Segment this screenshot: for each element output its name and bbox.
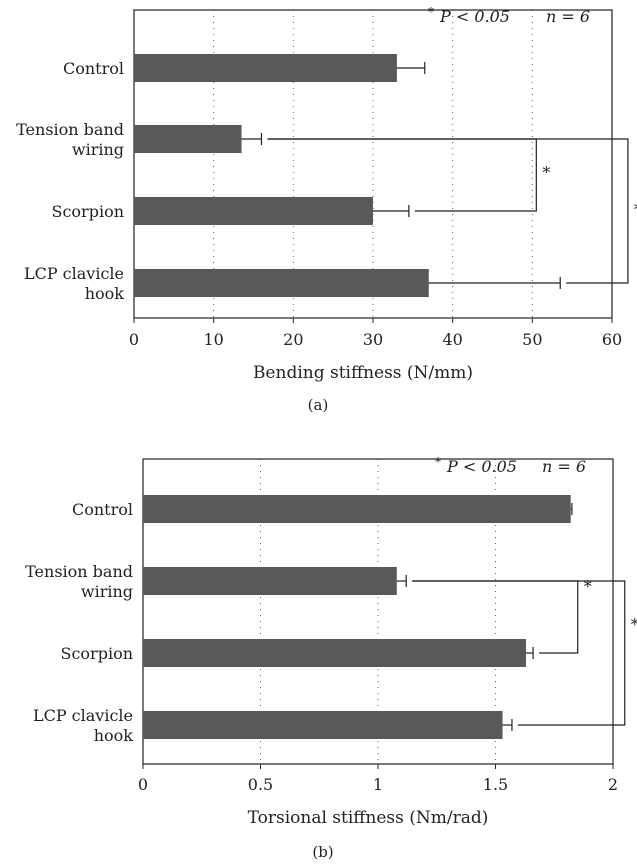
x-tick-label: 0.5 [248,775,273,794]
bar [143,567,397,595]
significance-bracket [267,138,629,284]
x-tick-label: 1 [373,775,383,794]
significance-star: * [542,163,550,182]
category-label: Control [72,500,133,519]
x-tick-label: 10 [203,330,223,349]
significance-star: * [631,615,637,634]
x-tick-label: 0 [138,775,148,794]
x-tick-label: 50 [522,330,542,349]
panel-label: (a) [308,396,329,414]
bar [143,711,503,739]
bar [134,197,373,225]
chart-panel-b: 0 0.5 1 1.5 2 Torsional stiffness (Nm/rad) (b)… [25,455,637,861]
x-tick-label: 40 [442,330,462,349]
x-tick-label: 60 [602,330,622,349]
significance-star: * [634,200,637,219]
annotation-n: n = 6 [546,7,590,26]
annotation-p-value: P < 0.05 [446,457,517,476]
category-label: Scorpion [61,644,134,663]
category-label: Control [63,59,124,78]
bar [143,495,571,523]
category-label: wiring [81,582,133,601]
chart-panel-a: 0 10 20 30 40 50 60 Bending stiffness (N/mm) (a)… [16,5,637,414]
panel-label: (b) [312,843,333,861]
annotation-star: * [435,455,441,469]
category-label: hook [94,726,134,745]
bar [143,639,527,667]
category-label: LCP clavicle [33,706,133,725]
bar [134,54,397,82]
bar [134,269,429,297]
significance-star: * [584,577,592,596]
category-label: LCP clavicle [24,264,124,283]
x-tick-label: 2 [608,775,618,794]
x-tick-label: 20 [283,330,303,349]
category-label: hook [85,284,125,303]
category-label: Scorpion [52,202,125,221]
category-label: wiring [72,140,124,159]
x-tick-label: 0 [129,330,139,349]
annotation-star: * [428,5,434,19]
annotation-n: n = 6 [542,457,586,476]
category-label: Tension band [25,562,133,581]
annotation-p-value: P < 0.05 [439,7,510,26]
significance-bracket [412,580,626,726]
category-label: Tension band [16,120,124,139]
x-tick-label: 1.5 [483,775,508,794]
x-axis-label: Bending stiffness (N/mm) [253,363,473,383]
x-tick-label: 30 [363,330,383,349]
bar [134,125,242,153]
x-axis-label: Torsional stiffness (Nm/rad) [248,808,489,828]
